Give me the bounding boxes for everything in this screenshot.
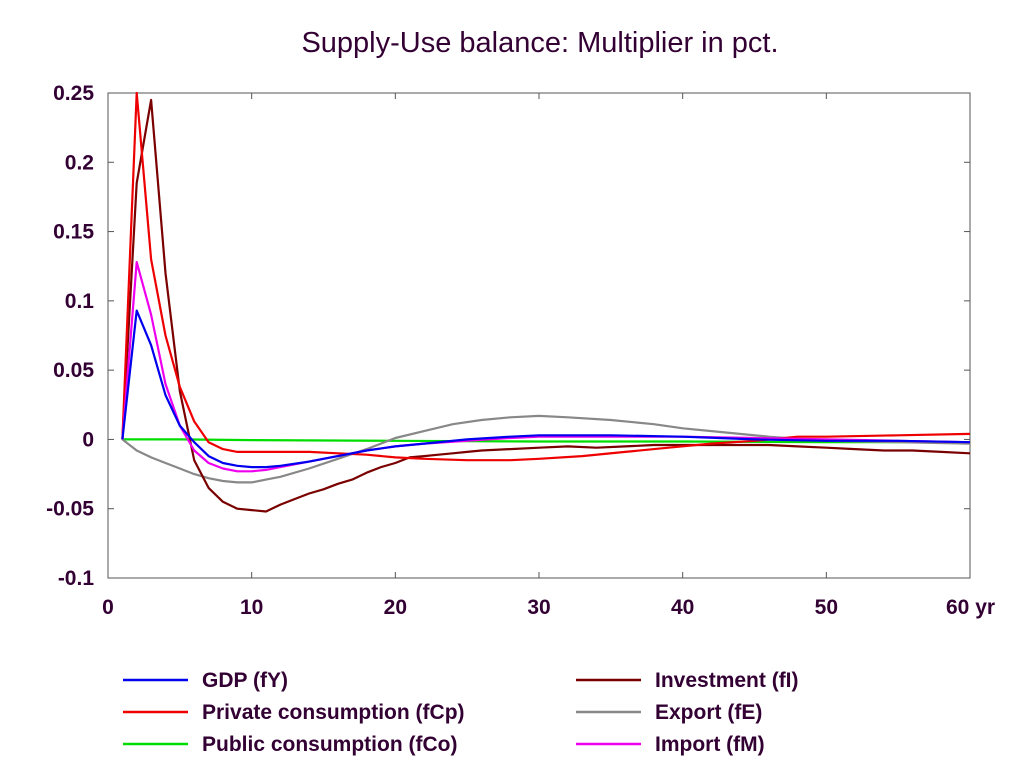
y-tick-label: 0.2 xyxy=(65,151,94,174)
y-tick-label: -0.05 xyxy=(46,498,94,521)
series-line-investment-fi xyxy=(121,98,971,513)
legend-label-public-consumption-fco: Public consumption (fCo) xyxy=(202,733,457,756)
y-tick-label: 0 xyxy=(82,428,94,451)
x-tick-label: 20 xyxy=(384,596,407,619)
legend-label-private-consumption-fcp: Private consumption (fCp) xyxy=(202,701,465,724)
x-tick-label: 0 xyxy=(102,596,114,619)
y-tick-label: 0.15 xyxy=(53,221,94,244)
x-tick-label: 30 xyxy=(527,596,550,619)
series-line-private-consumption-fcp xyxy=(121,91,971,462)
y-tick-label: 0.25 xyxy=(53,82,94,105)
legend-label-investment-fi: Investment (fI) xyxy=(655,669,799,692)
y-tick-label: 0.1 xyxy=(65,290,95,313)
series-line-export-fe xyxy=(121,414,971,484)
legend-label-import-fm: Import (fM) xyxy=(655,733,765,756)
x-tick-label: 10 xyxy=(240,596,263,619)
series-lines xyxy=(121,91,971,513)
chart-title: Supply-Use balance: Multiplier in pct. xyxy=(301,27,778,59)
x-tick-label: 40 xyxy=(671,596,694,619)
legend-label-export-fe: Export (fE) xyxy=(655,701,762,724)
y-tick-label: -0.1 xyxy=(58,567,95,590)
y-axis: -0.1 -0.05 0 0.05 0.1 0.15 0.2 0.25 xyxy=(46,82,970,590)
legend-label-gdp-fy: GDP (fY) xyxy=(202,669,288,692)
plot-area xyxy=(107,92,971,579)
x-axis: 0 10 20 30 40 50 60 yr xyxy=(102,93,995,619)
x-tick-label: 50 xyxy=(815,596,838,619)
series-line-gdp-fy xyxy=(121,309,971,469)
y-tick-label: 0.05 xyxy=(53,359,94,382)
plot-frame xyxy=(107,92,971,579)
x-tick-label: 60 yr xyxy=(946,596,995,619)
legend: GDP (fY) Private consumption (fCp) Public … xyxy=(123,669,799,756)
